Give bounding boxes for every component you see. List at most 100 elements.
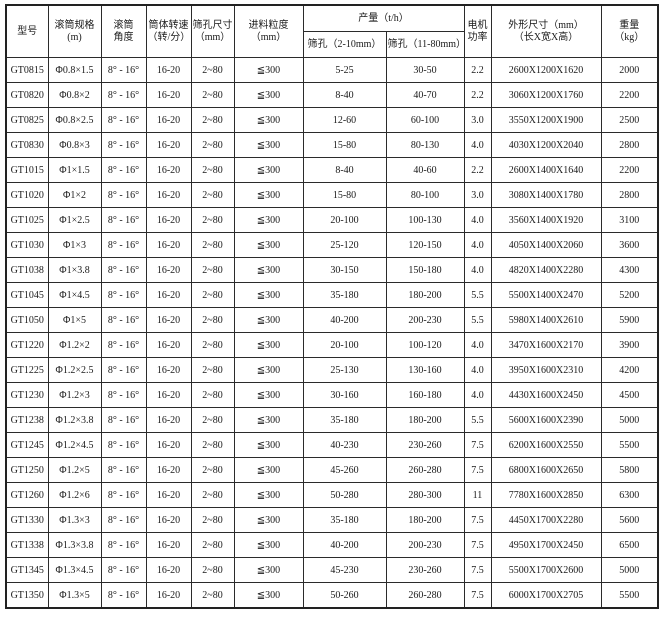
table-cell: 6800X1600X2650 [490, 457, 602, 483]
table-cell: 60-100 [385, 107, 465, 133]
table-cell: 4950X1700X2450 [490, 532, 602, 558]
table-cell: 7.5 [463, 582, 492, 609]
table-cell: Φ1×3 [47, 232, 102, 258]
table-cell: 150-180 [385, 257, 465, 283]
table-cell: 6000X1700X2705 [490, 582, 602, 609]
table-cell: 16-20 [145, 532, 192, 558]
table-cell: 2.2 [463, 157, 492, 183]
table-cell: 16-20 [145, 432, 192, 458]
table-cell: 12-60 [302, 107, 387, 133]
table-cell: 3950X1600X2310 [490, 357, 602, 383]
table-cell: ≦300 [233, 507, 304, 533]
header-text: （转/分） [147, 31, 191, 43]
table-cell: Φ1.2×2 [47, 332, 102, 358]
col-header-dimensions: 外形尺寸（mm） （长X宽X高） [490, 4, 602, 58]
table-cell: 8° - 16° [100, 332, 147, 358]
table-cell: 5500 [600, 582, 659, 609]
table-cell: 16-20 [145, 507, 192, 533]
table-cell: 4.0 [463, 232, 492, 258]
table-cell: 2600X1400X1640 [490, 157, 602, 183]
table-cell: 4030X1200X2040 [490, 132, 602, 158]
table-cell: 40-230 [302, 432, 387, 458]
table-cell: 16-20 [145, 557, 192, 583]
table-row: GT1050 Φ1×5 8° - 16° 16-20 2~80 ≦300 40-200 200… [5, 307, 659, 333]
table-cell: 30-150 [302, 257, 387, 283]
header-text: 滚筒 [113, 19, 134, 31]
table-cell: GT1045 [5, 282, 49, 308]
table-row: GT1330 Φ1.3×3 8° - 16° 16-20 2~80 ≦300 35-180 1… [5, 507, 659, 533]
table-cell: 5600X1600X2390 [490, 407, 602, 433]
table-cell: GT1250 [5, 457, 49, 483]
header-row-1: 型号 滚筒规格 (m) 滚筒 角度 筒体转速 （转/分） 筛孔尺寸 （mm） [5, 4, 659, 58]
table-cell: GT1230 [5, 382, 49, 408]
table-cell: 280-300 [385, 482, 465, 508]
table-cell: 2~80 [190, 582, 235, 609]
table-cell: 2~80 [190, 157, 235, 183]
table-cell: 2800 [600, 132, 659, 158]
table-cell: 160-180 [385, 382, 465, 408]
table-cell: 35-180 [302, 282, 387, 308]
table-cell: 3900 [600, 332, 659, 358]
table-cell: 180-200 [385, 282, 465, 308]
table-row: GT1045 Φ1×4.5 8° - 16° 16-20 2~80 ≦300 35-180 1… [5, 282, 659, 308]
table-row: GT1338 Φ1.3×3.8 8° - 16° 16-20 2~80 ≦300 40-20… [5, 532, 659, 558]
table-cell: ≦300 [233, 82, 304, 108]
table-cell: 8° - 16° [100, 282, 147, 308]
table-cell: GT1330 [5, 507, 49, 533]
table-cell: 2~80 [190, 407, 235, 433]
col-header-motor-power: 电机 功率 [463, 4, 492, 58]
table-cell: GT1238 [5, 407, 49, 433]
table-cell: 100-130 [385, 207, 465, 233]
table-cell: 16-20 [145, 232, 192, 258]
table-header: 型号 滚筒规格 (m) 滚筒 角度 筒体转速 （转/分） 筛孔尺寸 （mm） [5, 4, 659, 58]
table-cell: 8° - 16° [100, 257, 147, 283]
col-header-drum-spec: 滚筒规格 (m) [47, 4, 102, 58]
table-cell: Φ1×5 [47, 307, 102, 333]
table-cell: Φ0.8×3 [47, 132, 102, 158]
table-cell: ≦300 [233, 157, 304, 183]
header-text: 筛孔尺寸 [192, 19, 233, 31]
table-row: GT1030 Φ1×3 8° - 16° 16-20 2~80 ≦300 25-120 120… [5, 232, 659, 258]
table-cell: GT0825 [5, 107, 49, 133]
table-row: GT1250 Φ1.2×5 8° - 16° 16-20 2~80 ≦300 45-260 2… [5, 457, 659, 483]
table-cell: ≦300 [233, 407, 304, 433]
table-cell: 4450X1700X2280 [490, 507, 602, 533]
table-cell: Φ1.2×3 [47, 382, 102, 408]
table-cell: ≦300 [233, 582, 304, 609]
table-cell: 8° - 16° [100, 457, 147, 483]
table-cell: 16-20 [145, 332, 192, 358]
table-cell: 8° - 16° [100, 307, 147, 333]
table-cell: 7.5 [463, 557, 492, 583]
table-cell: GT1020 [5, 182, 49, 208]
table-row: GT1238 Φ1.2×3.8 8° - 16° 16-20 2~80 ≦300 35-18… [5, 407, 659, 433]
header-text: 重量 [619, 19, 640, 31]
table-cell: Φ1.3×3 [47, 507, 102, 533]
table-cell: 45-260 [302, 457, 387, 483]
table-cell: 180-200 [385, 507, 465, 533]
table-cell: GT0820 [5, 82, 49, 108]
table-cell: ≦300 [233, 207, 304, 233]
header-text: （长X宽X高） [513, 31, 579, 43]
table-cell: ≦300 [233, 357, 304, 383]
table-cell: 2~80 [190, 82, 235, 108]
table-cell: 4500 [600, 382, 659, 408]
table-cell: GT1220 [5, 332, 49, 358]
table-cell: 2~80 [190, 432, 235, 458]
table-cell: GT1030 [5, 232, 49, 258]
table-cell: 7.5 [463, 457, 492, 483]
table-cell: Φ1.2×6 [47, 482, 102, 508]
spec-table: 型号 滚筒规格 (m) 滚筒 角度 筒体转速 （转/分） 筛孔尺寸 （mm） [5, 4, 659, 609]
table-cell: 3560X1400X1920 [490, 207, 602, 233]
table-cell: GT1350 [5, 582, 49, 609]
col-header-feed-size: 进料粒度 （mm） [233, 4, 304, 58]
table-cell: 25-130 [302, 357, 387, 383]
table-cell: 8° - 16° [100, 582, 147, 609]
table-cell: 2~80 [190, 232, 235, 258]
table-cell: 40-60 [385, 157, 465, 183]
table-cell: 2~80 [190, 482, 235, 508]
table-cell: 4.0 [463, 332, 492, 358]
table-row: GT0815 Φ0.8×1.5 8° - 16° 16-20 2~80 ≦300 5-25 3… [5, 57, 659, 83]
table-cell: Φ1×3.8 [47, 257, 102, 283]
table-cell: 230-260 [385, 557, 465, 583]
